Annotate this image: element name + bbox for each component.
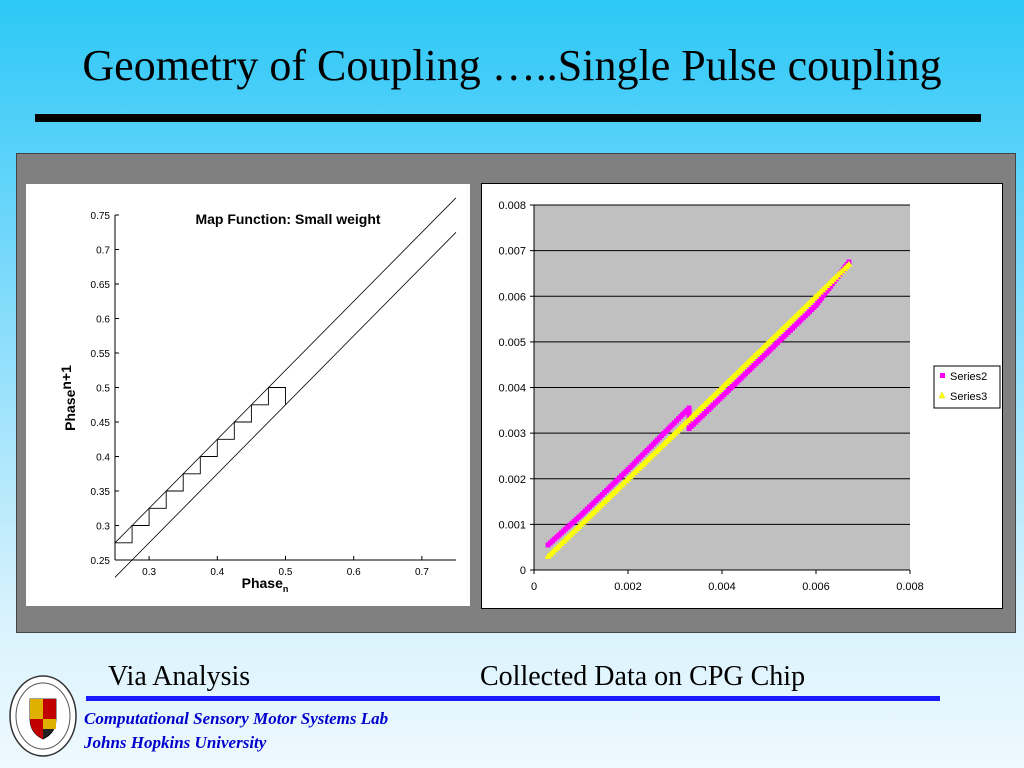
x-tick-label: 0.7 [415, 567, 429, 578]
y-tick-label: 0.6 [96, 315, 110, 326]
y-tick-label: 0.001 [498, 519, 526, 531]
x-tick-label: 0.004 [708, 581, 736, 593]
title-underline [35, 114, 981, 122]
x-tick-label: 0.4 [210, 567, 224, 578]
university-seal-icon [9, 675, 77, 757]
y-tick-label: 0.7 [96, 246, 110, 257]
series2-point [819, 295, 824, 301]
legend: Series2 Series3 [933, 365, 1001, 409]
x-tick-label: 0.5 [279, 567, 293, 578]
y-tick-label: 0.5 [96, 384, 110, 395]
x-tick-label: 0 [531, 581, 537, 593]
map-function-chart: Map Function: Small weight 0.25 0.3 0.35 0.… [26, 184, 470, 606]
caption-collected-data: Collected Data on CPG Chip [480, 661, 806, 692]
caption-via-analysis: Via Analysis [108, 661, 251, 692]
map-function-plot: Map Function: Small weight 0.25 0.3 0.35 0.… [58, 197, 457, 594]
y-tick-label: 0.75 [91, 211, 111, 222]
y-tick-label: 0.007 [498, 246, 526, 258]
x-axis-label: Phasen [242, 575, 289, 594]
y-tick-label: 0.005 [498, 337, 526, 349]
x-tick-label: 0.008 [896, 581, 924, 593]
y-tick-label: 0.55 [91, 349, 111, 360]
legend-marker-series2 [940, 373, 945, 378]
series2-point [686, 405, 692, 411]
y-tick-label: 0.004 [498, 383, 526, 395]
x-tick-label: 0.006 [802, 581, 830, 593]
y-tick-label: 0.65 [91, 280, 111, 291]
x-tick-label: 0.002 [614, 581, 642, 593]
x-tick-label: 0.6 [347, 567, 361, 578]
y-tick-label: 0.4 [96, 453, 110, 464]
y-tick-label: 0.002 [498, 474, 526, 486]
x-tick-label: 0.3 [142, 567, 156, 578]
footer-lab-name: Computational Sensory Motor Systems Lab [84, 709, 389, 728]
y-tick-label: 0 [520, 565, 526, 577]
series2-point [686, 411, 692, 417]
slide-title: Geometry of Coupling …..Single Pulse cou… [82, 41, 942, 90]
series3-point [845, 260, 853, 267]
footer-university-name: Johns Hopkins University [84, 733, 267, 752]
legend-marker-series3 [938, 391, 946, 399]
footer-rule [86, 696, 940, 701]
y-tick-label: 0.003 [498, 428, 526, 440]
legend-label-series2: Series2 [950, 371, 987, 383]
y-tick-label: 0.25 [91, 556, 111, 567]
y-axis-label: Phasen+1 [58, 365, 78, 431]
y-tick-label: 0.45 [91, 418, 111, 429]
y-tick-label: 0.3 [96, 522, 110, 533]
map-line-1 [114, 197, 457, 544]
legend-label-series3: Series3 [950, 391, 987, 403]
cpg-data-chart: 0 0.001 0.002 0.003 0.004 0.005 0.006 0.007 0.00… [481, 183, 1003, 609]
y-tick-label: 0.006 [498, 291, 526, 303]
y-tick-label: 0.008 [498, 200, 526, 212]
series2-point [686, 408, 692, 414]
cpg-scatter-plot: 0 0.001 0.002 0.003 0.004 0.005 0.006 0.007 0.00… [498, 200, 1001, 593]
chart-title: Map Function: Small weight [195, 211, 380, 227]
cobweb-path [115, 387, 286, 544]
y-tick-label: 0.35 [91, 487, 111, 498]
